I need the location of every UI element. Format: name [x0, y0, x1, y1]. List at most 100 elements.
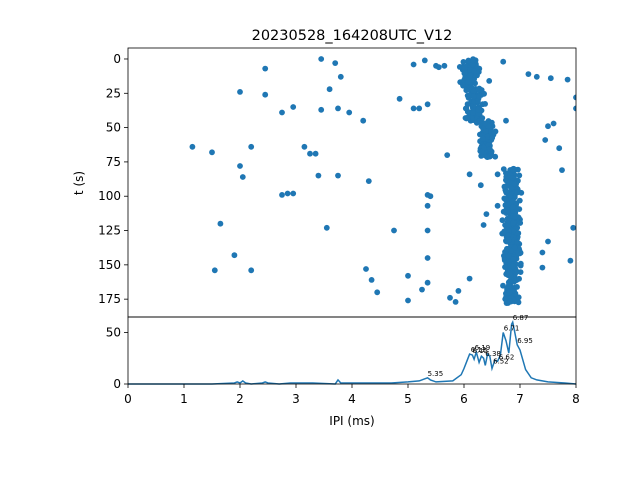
x-tick-label: 0: [124, 392, 132, 406]
data-point: [464, 101, 471, 107]
y-axis-label: t (s): [72, 171, 86, 195]
data-point: [475, 86, 481, 93]
data-point: [463, 115, 470, 122]
data-point: [424, 255, 431, 261]
peak-label: 6.87: [513, 314, 529, 322]
data-point: [480, 135, 486, 142]
data-point: [573, 105, 576, 112]
data-point: [410, 105, 417, 112]
data-point: [510, 263, 516, 270]
data-point: [510, 204, 516, 211]
data-point: [315, 172, 322, 179]
data-point: [512, 213, 519, 220]
data-point: [502, 196, 509, 203]
data-point: [209, 149, 215, 156]
peak-label: 6.15: [472, 347, 488, 355]
data-point: [465, 57, 472, 64]
data-point: [510, 228, 517, 234]
peak-label: 6.12: [471, 346, 487, 354]
data-point: [482, 128, 489, 135]
data-point: [248, 143, 255, 150]
data-point: [460, 59, 467, 65]
data-point: [405, 297, 411, 304]
data-point: [262, 65, 269, 72]
y-tick-label: 50: [106, 121, 121, 135]
data-point: [374, 289, 381, 296]
histogram-line: [128, 320, 577, 385]
data-point: [533, 73, 540, 80]
data-point: [511, 181, 518, 187]
data-point: [475, 69, 482, 75]
data-point: [570, 224, 576, 231]
data-point: [452, 299, 459, 305]
y-tick-label: 0: [113, 52, 121, 66]
data-point: [547, 75, 554, 82]
data-point: [505, 207, 511, 214]
scatter-points: [189, 56, 576, 306]
data-point: [470, 110, 476, 116]
data-point: [284, 190, 291, 197]
data-point: [514, 284, 520, 290]
data-point: [573, 94, 576, 101]
data-point: [346, 109, 353, 116]
histogram-frame: [127, 316, 577, 385]
data-point: [515, 250, 521, 257]
data-point: [279, 192, 285, 198]
data-point: [550, 120, 557, 127]
data-point: [279, 109, 285, 116]
data-point: [545, 123, 551, 130]
y-tick-label: 75: [106, 155, 121, 169]
data-point: [410, 61, 417, 68]
peak-label: 6.38: [485, 350, 501, 358]
data-point: [424, 227, 431, 234]
data-point: [461, 65, 468, 72]
data-point: [239, 174, 246, 180]
data-point: [189, 143, 196, 150]
data-point: [489, 134, 496, 141]
data-point: [456, 64, 463, 70]
x-tick-label: 2: [236, 392, 244, 406]
data-point: [514, 189, 520, 196]
data-point: [323, 224, 330, 231]
peak-label: 6.95: [517, 337, 533, 345]
data-point: [405, 272, 411, 279]
data-point: [539, 264, 546, 271]
data-point: [427, 193, 434, 200]
data-point: [503, 188, 510, 195]
peak-label: 5.35: [428, 370, 444, 378]
data-point: [539, 249, 546, 256]
data-point: [515, 299, 522, 306]
data-point: [477, 182, 484, 189]
y-tick-label: 150: [98, 258, 121, 272]
data-point: [471, 68, 478, 75]
data-point: [475, 106, 482, 113]
x-tick-label: 5: [404, 392, 412, 406]
data-point: [470, 88, 477, 95]
data-point: [494, 171, 501, 178]
data-point: [396, 95, 403, 102]
data-point: [510, 219, 517, 226]
data-point: [517, 220, 524, 226]
data-point: [542, 137, 549, 143]
chart-title: 20230528_164208UTC_V12: [252, 28, 453, 44]
data-point: [465, 78, 472, 85]
y-tick-label: 50: [106, 325, 121, 339]
data-point: [480, 222, 487, 228]
data-point: [318, 106, 325, 113]
data-point: [482, 120, 488, 127]
data-point: [326, 86, 333, 93]
data-point: [510, 256, 517, 262]
x-tick-label: 7: [516, 392, 524, 406]
data-point: [462, 105, 469, 112]
y-tick-label: 0: [113, 377, 121, 391]
data-point: [248, 267, 255, 274]
data-point: [567, 257, 574, 264]
data-point: [502, 264, 508, 270]
data-point: [467, 72, 474, 79]
data-point: [435, 64, 442, 71]
data-point: [447, 294, 453, 301]
data-point: [475, 98, 481, 104]
x-tick-label: 4: [348, 392, 356, 406]
data-point: [564, 76, 571, 83]
data-point: [466, 171, 473, 178]
